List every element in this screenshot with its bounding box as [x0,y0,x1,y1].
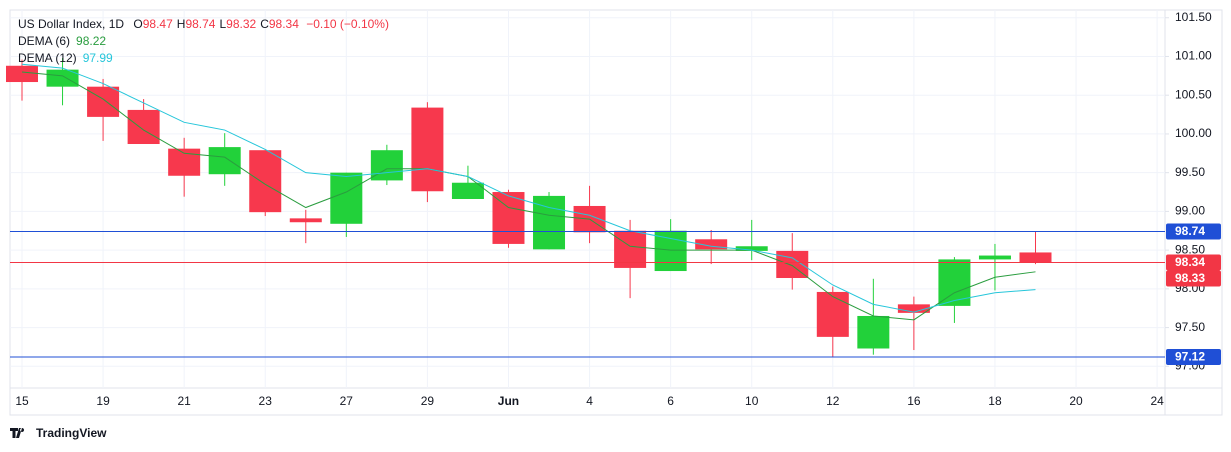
ohlc-value: 98.32 [226,17,257,31]
x-tick-label: 18 [988,394,1002,408]
legend-value: 98.22 [76,34,107,48]
y-tick-label: 99.00 [1175,204,1205,218]
brand: TradingView [36,426,107,440]
ohlc-value: 98.34 [268,17,299,31]
y-tick-label: 99.50 [1175,165,1205,179]
candle-body [1019,252,1052,263]
legend-item: DEMA (6) 98.22 [18,33,113,50]
x-tick-label: 12 [826,394,840,408]
candle-body [492,192,525,244]
dema-line [21,63,1036,313]
ohlc-value: 98.74 [185,17,216,31]
ohlc-prefix: H [176,17,186,31]
candle-body [614,230,647,268]
candle-body [897,304,930,313]
x-tick-label: Jun [498,394,519,408]
x-tick-label: 16 [907,394,921,408]
logo [10,428,25,438]
candle-body [451,182,484,199]
x-tick-label: 29 [421,394,435,408]
candle-body [938,259,971,306]
x-tick-label: 10 [745,394,759,408]
price-label-box [1166,254,1221,271]
x-tick-label: 27 [340,394,354,408]
candle-body [857,315,890,349]
y-tick-label: 98.50 [1175,242,1205,256]
candle-body [87,86,120,117]
candle-body [816,291,849,337]
ohlc: O98.47 H98.74 L98.32 C98.34 [127,17,299,31]
x-tick-label: 20 [1069,394,1083,408]
candle-body [249,150,282,213]
y-tick-label: 101.50 [1175,10,1212,24]
legend-value: 97.99 [82,51,113,65]
footer: TradingView [10,426,106,440]
candle-body [127,109,160,145]
candle-body [168,148,201,176]
price-label-box [1166,223,1221,240]
candle-body [6,65,38,83]
x-tick-label: 15 [15,394,29,408]
candle-body [208,147,241,175]
legend-name: DEMA (6) [18,34,71,48]
candle-body [46,69,79,87]
candle-body [289,218,322,223]
candle-body [695,239,728,250]
price-label: 97.12 [1175,350,1205,364]
candle-body [370,150,403,181]
x-tick-label: 19 [96,394,110,408]
price-label: 98.34 [1175,255,1205,269]
candle-body [735,246,768,251]
y-tick-label: 100.00 [1175,126,1212,140]
chart-frame [9,9,1223,416]
x-tick-label: 4 [586,394,593,408]
change: −0.10 (−0.10%) [306,17,389,31]
legend: DEMA (6) 98.22 DEMA (12) 97.99 [18,33,113,67]
candle-body [654,230,687,272]
y-tick-label: 97.50 [1175,320,1205,334]
candle-body [411,107,444,192]
candle-body [978,255,1011,260]
x-tick-label: 23 [259,394,273,408]
header-line: US Dollar Index, 1D O98.47 H98.74 L98.32 C9… [18,16,389,32]
y-tick-label: 101.00 [1175,49,1212,63]
ohlc-prefix: L [219,17,227,31]
symbol-title: US Dollar Index, 1D [18,17,125,31]
x-tick-label: 21 [177,394,191,408]
y-tick-label: 100.50 [1175,87,1212,101]
ohlc-value: 98.47 [142,17,173,31]
legend-item: DEMA (12) 97.99 [18,50,113,67]
legend-name: DEMA (12) [18,51,77,65]
dema-line [21,71,1036,321]
x-tick-label: 6 [667,394,674,408]
ohlc-prefix: C [260,17,269,31]
price-label: 98.33 [1175,271,1205,285]
price-label-box [1166,349,1221,366]
x-tick-label: 24 [1150,394,1164,408]
price-label-box [1166,270,1221,287]
ohlc-prefix: O [133,17,143,31]
price-label: 98.74 [1175,224,1205,238]
candle-body [330,172,363,224]
